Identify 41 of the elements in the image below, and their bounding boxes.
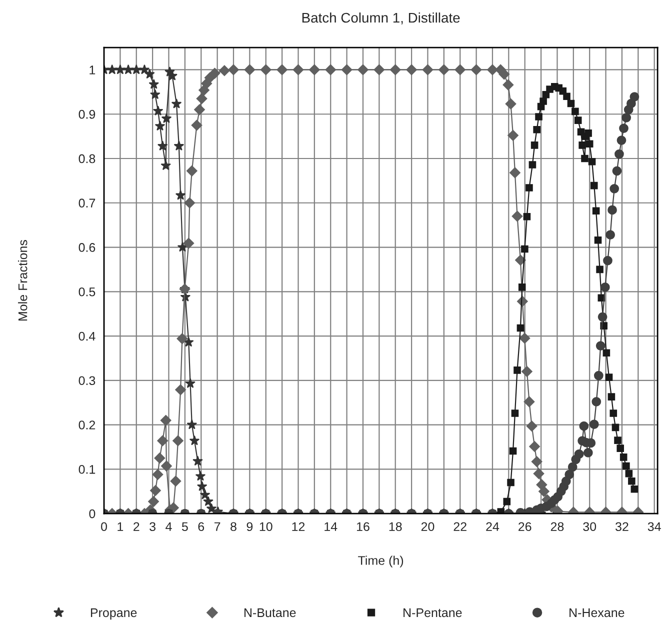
y-tick-label: 0.9: [78, 110, 96, 119]
x-tick-label: 24: [486, 522, 500, 531]
y-tick-label: 0.1: [78, 464, 96, 474]
x-tick-label: 22: [454, 522, 466, 531]
x-tick-label: 5: [182, 522, 188, 532]
x-axis-title: Time (h): [358, 556, 404, 568]
x-tick-label: 4: [166, 522, 172, 531]
y-tick-label: 1: [90, 66, 96, 74]
x-tick-label: 34: [648, 522, 661, 532]
x-tick-label: 32: [615, 522, 628, 532]
y-tick-label: 0.2: [78, 420, 96, 430]
y-tick-label: 0.6: [78, 243, 96, 252]
legend-label: N-Pentane: [404, 608, 462, 618]
y-tick-label: 0: [89, 509, 96, 518]
chart-title: Batch Column 1, Distillate: [302, 12, 460, 24]
x-tick-label: 18: [389, 522, 402, 532]
y-tick-label: 0.7: [78, 198, 96, 208]
x-tick-label: 12: [292, 522, 305, 531]
x-tick-label: 30: [583, 522, 596, 532]
y-tick-label: 0.3: [78, 376, 96, 386]
x-tick-label: 14: [324, 522, 338, 531]
y-axis-title: Mole Fractions: [18, 240, 28, 320]
x-tick-label: 28: [550, 522, 564, 532]
x-tick-label: 1: [118, 522, 124, 531]
x-tick-label: 2: [134, 522, 140, 531]
x-tick-label: 8: [230, 522, 236, 532]
x-tick-label: 26: [518, 522, 532, 532]
x-tick-label: 9: [246, 522, 253, 532]
y-tick-label: 0.5: [78, 287, 96, 296]
y-tick-label: 0.4: [78, 332, 96, 341]
x-tick-label: 0: [101, 522, 107, 532]
x-tick-label: 7: [214, 522, 220, 531]
x-tick-label: 3: [150, 522, 156, 532]
x-tick-label: 10: [260, 522, 272, 532]
y-tick-label: 0.8: [78, 154, 96, 164]
x-tick-label: 20: [421, 522, 434, 532]
legend-label: N-Hexane: [570, 608, 624, 618]
x-tick-label: 6: [198, 522, 204, 532]
legend-label: N-Butane: [244, 608, 296, 618]
legend-label: Propane: [90, 608, 137, 620]
x-tick-label: 16: [356, 522, 370, 532]
